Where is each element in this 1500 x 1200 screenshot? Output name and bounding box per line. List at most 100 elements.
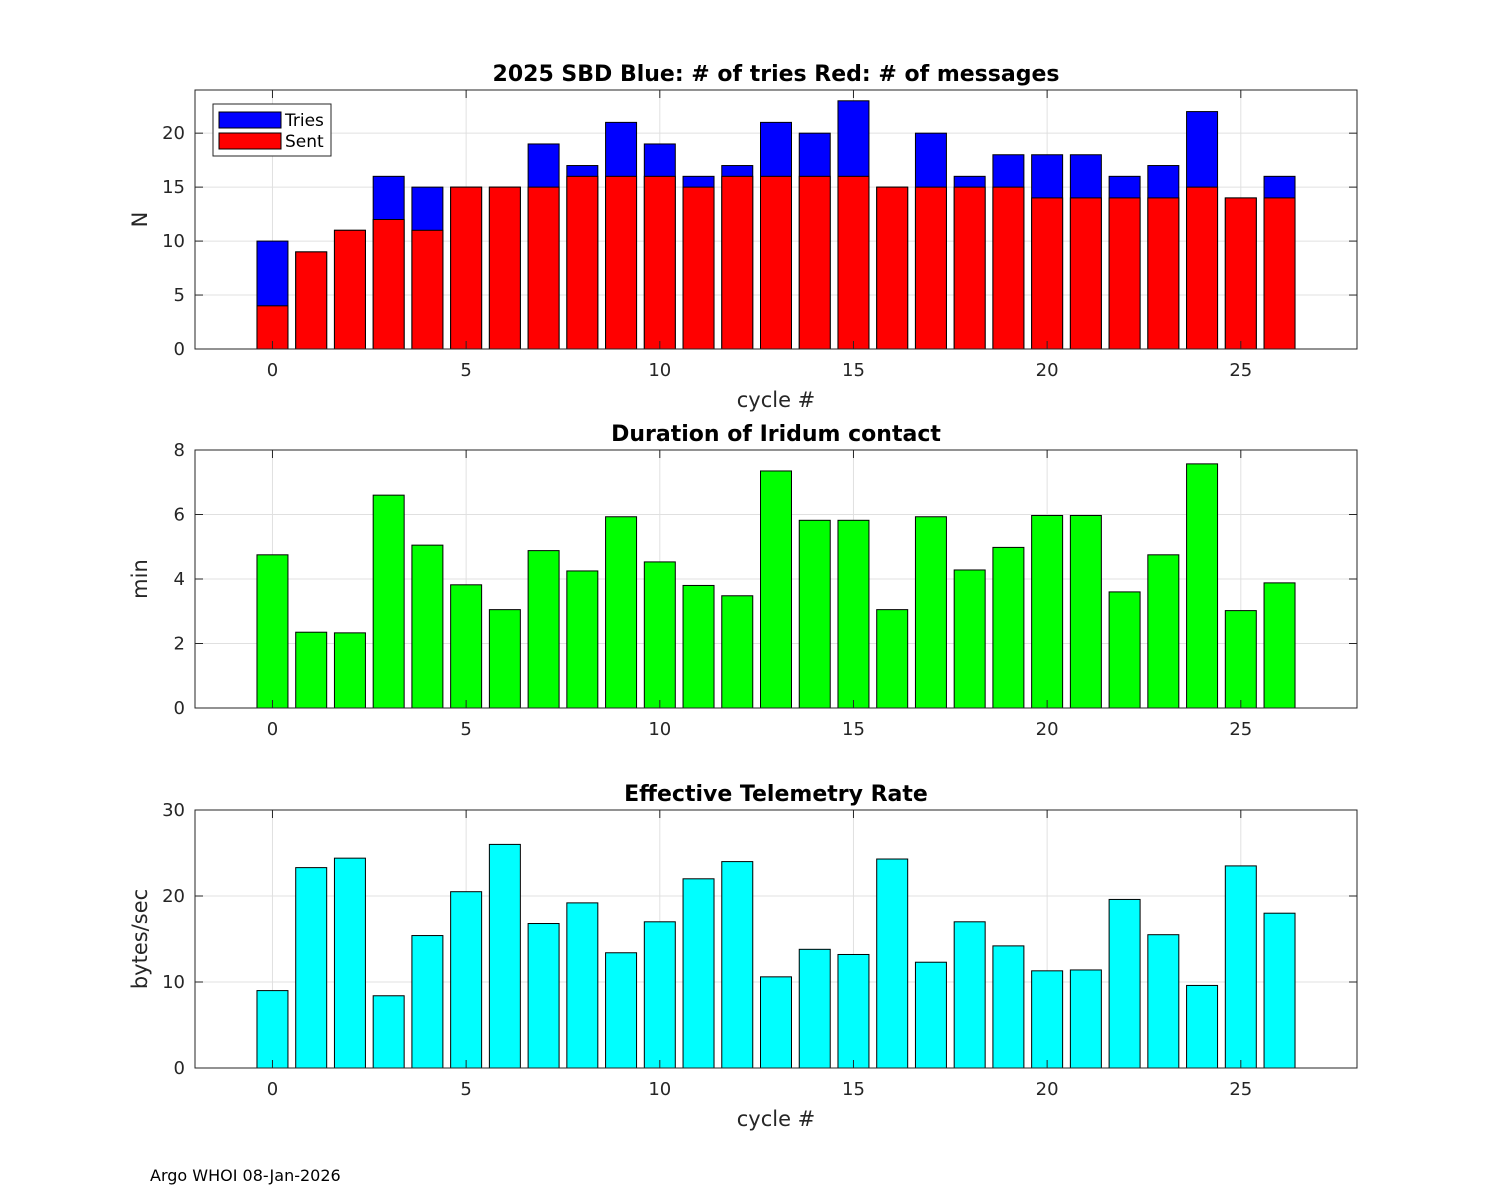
bar-sent	[295, 251, 328, 350]
bar-sent	[1186, 186, 1219, 350]
bar-rate	[333, 857, 366, 1069]
bar-duration	[643, 561, 676, 709]
bar-rate	[605, 952, 638, 1069]
bar-duration	[488, 609, 521, 709]
chart-title: Effective Telemetry Rate	[624, 782, 928, 807]
bar-sent	[372, 219, 405, 350]
x-tick-label: 20	[1036, 1079, 1059, 1100]
bar-rate	[527, 923, 560, 1069]
bar-duration	[372, 494, 405, 709]
x-tick-label: 0	[267, 360, 278, 381]
bar-rate	[1108, 898, 1141, 1069]
y-tick-label: 15	[162, 177, 185, 198]
chart-title: 2025 SBD Blue: # of tries Red: # of mess…	[493, 62, 1060, 87]
x-tick-label: 10	[648, 360, 671, 381]
bar-duration	[1069, 514, 1102, 709]
bar-rate	[876, 858, 909, 1069]
bar-sent	[1147, 197, 1180, 350]
bar-duration	[1108, 591, 1141, 709]
bar-sent	[1263, 197, 1296, 350]
bar-rate	[992, 945, 1025, 1069]
legend-label-tries: Tries	[284, 111, 324, 131]
y-tick-label: 10	[162, 231, 185, 252]
bar-rate	[411, 935, 444, 1069]
y-tick-label: 20	[162, 886, 185, 907]
bar-duration	[682, 584, 715, 709]
bar-duration	[527, 550, 560, 709]
bar-duration	[295, 631, 328, 709]
bar-duration	[876, 609, 909, 709]
x-tick-label: 0	[267, 719, 278, 740]
bar-rate	[1186, 984, 1219, 1069]
iridium-duration-chart: 0 5 10 15 20 25 0 2 4 6 8 Duration of Iridum contac…	[128, 422, 1358, 740]
bar-rate	[721, 861, 754, 1069]
bar-duration	[333, 632, 366, 709]
axes-box	[194, 809, 1358, 1069]
bar-sent	[605, 175, 638, 350]
y-tick-label: 4	[174, 569, 185, 590]
chart-title: Duration of Iridum contact	[611, 422, 941, 447]
bar-duration	[992, 546, 1025, 709]
bar-rate	[914, 961, 947, 1069]
x-tick-label: 20	[1036, 719, 1059, 740]
telemetry-rate-chart: 0 5 10 15 20 25 0 10 20 30 Effective Telemetry Rat…	[128, 782, 1358, 1131]
bar-sent	[1069, 197, 1102, 350]
bar-rate	[1031, 970, 1064, 1069]
footer-credit: Argo WHOI 08-Jan-2026	[150, 1166, 341, 1185]
x-tick-label: 0	[267, 1079, 278, 1100]
y-tick-label: 6	[174, 505, 185, 526]
bar-sent	[760, 175, 792, 350]
bar-rate	[450, 891, 483, 1069]
bar-sent	[992, 186, 1025, 350]
bar-sent	[488, 186, 521, 350]
bar-duration	[450, 584, 483, 709]
bar-duration	[411, 544, 444, 709]
bar-rate	[1263, 912, 1296, 1069]
y-tick-label: 20	[162, 123, 185, 144]
bar-rate	[372, 995, 405, 1069]
x-axis-label: cycle #	[737, 1107, 816, 1131]
bar-duration	[953, 569, 986, 709]
bar-sent	[876, 186, 909, 350]
x-tick-label: 20	[1036, 360, 1059, 381]
bar-duration	[566, 570, 599, 709]
legend-swatch-sent	[218, 132, 282, 150]
y-axis-label: bytes/sec	[128, 889, 152, 989]
bar-duration	[1031, 514, 1064, 709]
y-axis-label: min	[128, 559, 152, 599]
bar-rate	[798, 948, 831, 1069]
bar-rate	[953, 921, 986, 1069]
x-tick-label: 10	[648, 1079, 671, 1100]
bar-duration	[914, 516, 947, 709]
bar-rate	[760, 976, 792, 1069]
x-tick-label: 5	[460, 719, 471, 740]
bar-sent	[914, 186, 947, 350]
x-tick-label: 5	[460, 360, 471, 381]
y-tick-label: 8	[174, 440, 185, 461]
bar-sent	[411, 229, 444, 350]
y-tick-label: 30	[162, 800, 185, 821]
y-tick-label: 0	[174, 339, 185, 360]
bar-sent	[527, 186, 560, 350]
bar-rate	[643, 921, 676, 1069]
bar-sent	[450, 186, 483, 350]
bar-rate	[566, 902, 599, 1069]
bar-rate	[256, 990, 289, 1069]
bar-rate	[1224, 865, 1257, 1069]
bar-sent	[643, 175, 676, 350]
bar-sent	[1108, 197, 1141, 350]
bar-duration	[798, 519, 831, 709]
bar-sent	[333, 229, 366, 350]
legend-label-sent: Sent	[285, 132, 324, 152]
bar-rate	[1069, 969, 1102, 1069]
x-tick-label: 15	[842, 1079, 865, 1100]
bar-rate	[1147, 934, 1180, 1069]
bar-duration	[837, 519, 870, 709]
bar-duration	[1224, 610, 1257, 709]
x-tick-label: 25	[1229, 360, 1252, 381]
bar-rate	[488, 843, 521, 1069]
bar-duration	[721, 595, 754, 709]
bar-rate	[295, 867, 328, 1069]
y-tick-label: 10	[162, 972, 185, 993]
